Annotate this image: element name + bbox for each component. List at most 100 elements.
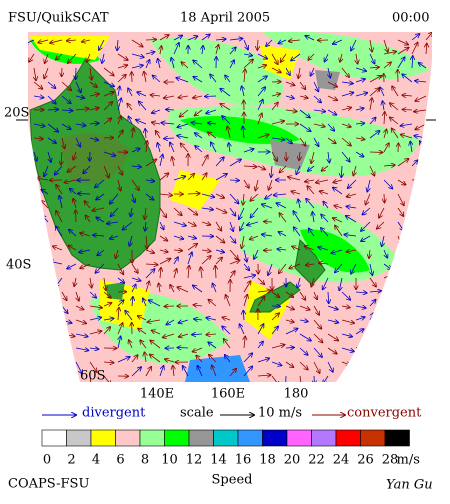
wind-arrow: [417, 306, 426, 308]
footer-author: Yan Gu: [386, 478, 433, 493]
wind-arrow: [412, 270, 413, 278]
wind-arrow: [412, 366, 414, 376]
wind-arrow: [418, 320, 426, 322]
colorbar-unit: m/s: [397, 453, 420, 468]
legend-scale-value: 10 m/s: [258, 406, 302, 421]
tasmania: [105, 282, 125, 300]
color-bin: [361, 430, 386, 446]
wind-arrow: [398, 365, 400, 376]
wind-arrow: [426, 248, 438, 250]
wind-arrow: [34, 362, 40, 372]
color-bin: [238, 430, 263, 446]
color-bin: [189, 430, 214, 446]
color-bin: [67, 430, 92, 446]
legend-scale: scale: [180, 406, 214, 421]
colorbar-tick: 4: [92, 453, 100, 468]
wind-arrow: [426, 208, 432, 214]
wind-arrow: [412, 256, 418, 264]
wind-arrow: [34, 292, 37, 301]
wind-arrow: [426, 222, 434, 225]
wind-arrow: [32, 278, 34, 288]
wind-map: [20, 28, 440, 389]
wind-arrow: [25, 231, 34, 236]
wind-arrow: [403, 109, 412, 110]
wind-arrow: [386, 332, 398, 334]
wind-arrow: [416, 359, 426, 362]
wind-arrow: [378, 325, 384, 334]
header-date: 18 April 2005: [180, 11, 270, 26]
wind-arrow: [41, 278, 48, 286]
wind-arrow: [36, 264, 48, 267]
wind-arrow: [48, 292, 50, 304]
legend-convergent: convergent: [347, 406, 422, 421]
wind-arrow: [370, 376, 380, 382]
wind-arrow: [382, 296, 384, 306]
colorbar-tick: 26: [357, 453, 374, 468]
wind-arrow: [412, 248, 420, 250]
wind-arrow: [415, 348, 426, 349]
colorbar-tick: 24: [333, 453, 350, 468]
wind-arrow: [426, 158, 430, 166]
header-title: FSU/QuikSCAT: [8, 11, 109, 26]
colorbar-tick: 0: [43, 453, 51, 468]
colorbar-tick: 2: [67, 453, 75, 468]
wind-arrow: [38, 243, 48, 250]
lon-label: 160E: [211, 387, 245, 402]
wind-arrow: [41, 230, 48, 236]
color-bin: [42, 430, 67, 446]
wind-arrow: [44, 376, 48, 383]
wind-arrow: [342, 376, 345, 385]
color-bin: [385, 430, 410, 446]
wind-arrow: [34, 348, 42, 351]
lat-label: 20S: [4, 106, 29, 121]
lat-label: 60S: [80, 369, 105, 384]
wind-arrow: [403, 358, 412, 362]
wind-arrow: [426, 172, 435, 180]
header-time: 00:00: [392, 11, 429, 26]
wind-arrow: [48, 320, 61, 322]
wind-arrow: [72, 376, 76, 383]
wind-arrow: [383, 309, 384, 320]
legend-divergent: divergent: [82, 406, 146, 421]
lon-label: 180: [284, 387, 309, 402]
wind-arrow: [412, 236, 420, 240]
wind-arrow: [398, 284, 399, 292]
wind-arrow: [34, 316, 45, 320]
wind-arrow: [412, 208, 420, 211]
wind-arrow: [382, 337, 384, 348]
colorbar-tick: 22: [308, 453, 325, 468]
wind-arrow: [426, 189, 437, 194]
wind-arrow: [390, 338, 398, 348]
wind-arrow: [356, 376, 363, 385]
wind-arrow: [398, 273, 406, 278]
wind-arrow: [34, 306, 46, 308]
lat-label: 40S: [6, 258, 31, 273]
color-bin: [287, 430, 312, 446]
wind-arrow: [48, 334, 60, 335]
wind-arrow: [384, 284, 389, 292]
color-bin: [140, 430, 165, 446]
wind-arrow: [370, 359, 379, 362]
wind-arrow: [411, 283, 412, 292]
color-bin: [263, 430, 288, 446]
wind-arrow: [404, 334, 412, 336]
colorbar-label: Speed: [212, 473, 253, 488]
wind-arrow: [48, 306, 60, 311]
color-bin: [214, 430, 239, 446]
colorbar-tick: 10: [161, 453, 178, 468]
wind-arrow: [34, 331, 42, 334]
colorbar-tick: 14: [210, 453, 227, 468]
wind-arrow: [384, 375, 397, 376]
wind-arrow: [370, 338, 373, 348]
colorbar-tick: 6: [116, 453, 124, 468]
wind-arrow: [421, 366, 426, 376]
wind-arrow: [398, 250, 406, 260]
wind-arrow: [398, 264, 409, 267]
wind-arrow: [166, 109, 174, 110]
wind-arrow: [397, 351, 398, 362]
wind-arrow: [412, 194, 423, 198]
colorbar-tick: 12: [186, 453, 203, 468]
wind-arrow: [422, 267, 426, 278]
